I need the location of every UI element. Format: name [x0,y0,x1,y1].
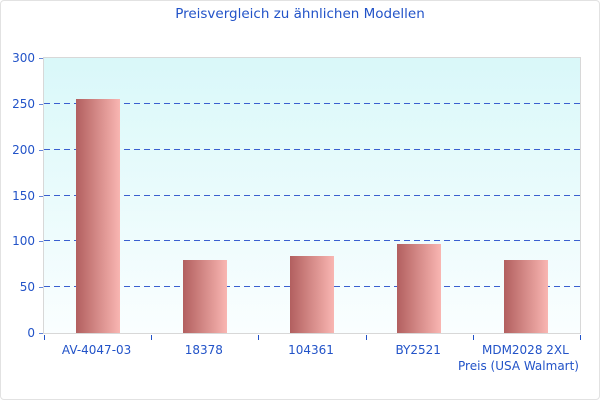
bar-MDM2028 2XL [504,259,549,333]
plot-area [43,57,581,334]
category-label-18378: 18378 [184,343,223,357]
y-tick-label-100: 100 [12,234,35,249]
y-tick-mark-0 [39,333,43,334]
chart-title: Preisvergleich zu ähnlichen Modellen [175,6,425,22]
x-tick-mark-4 [472,335,474,340]
category-labels: AV-4047-03 18378 104361 BY2521 MDM2028 2XL [43,342,581,358]
gridline-200 [44,148,580,150]
y-tick-label-200: 200 [12,142,35,157]
bar-18378 [182,259,227,333]
x-tick-mark-3 [365,335,367,340]
category-label-104361: 104361 [288,343,334,357]
gridline-150 [44,194,580,196]
gridline-250 [44,102,580,104]
y-tick-mark-250 [39,103,43,105]
x-axis [43,334,581,342]
y-tick-mark-300 [39,58,43,59]
x-axis-label: Preis (USA Walmart) [458,359,579,373]
x-tick-mark-5 [580,335,581,340]
y-tick-label-300: 300 [12,51,35,65]
category-label-AV-4047-03: AV-4047-03 [61,343,132,357]
y-tick-label-50: 50 [19,280,35,295]
bar-AV-4047-03 [75,99,120,333]
x-tick-mark-2 [258,335,260,340]
y-tick-label-250: 250 [12,96,35,111]
y-tick-mark-50 [39,287,43,289]
y-tick-mark-150 [39,195,43,197]
gridline-100 [44,240,580,242]
bar-104361 [290,256,334,333]
y-tick-label-0: 0 [27,326,35,340]
category-label-MDM2028 2XL: MDM2028 2XL [481,343,569,357]
y-axis: 0 50 100 150 200 250 300 [1,51,39,340]
y-tick-mark-200 [39,149,43,151]
y-tick-mark-100 [39,241,43,243]
category-label-BY2521: BY2521 [395,343,441,357]
y-tick-label-150: 150 [12,188,35,203]
x-tick-mark-1 [151,335,153,340]
x-tick-mark-0 [44,335,45,340]
bar-BY2521 [397,244,442,333]
